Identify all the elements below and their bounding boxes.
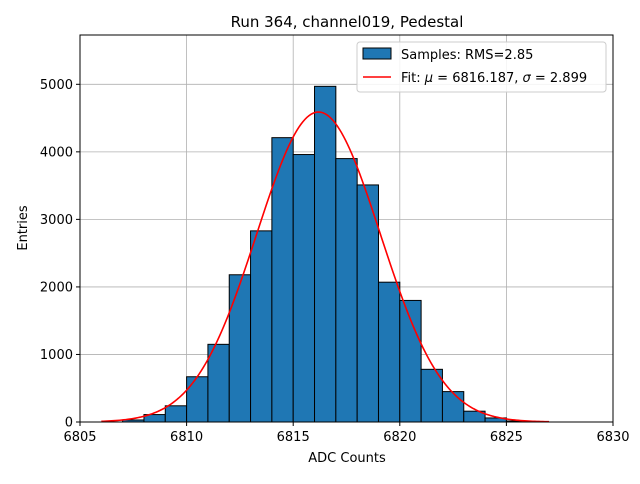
histogram-bar (207, 343, 230, 423)
y-tick-label: 1000 (40, 348, 73, 363)
legend: Samples: RMS=2.85 Fit: μ = 6816.187, σ =… (356, 41, 607, 93)
legend-bar-swatch (362, 47, 392, 60)
plot-frame (79, 34, 614, 423)
histogram-bar (250, 230, 273, 423)
histogram-bars (122, 85, 529, 423)
legend-fit-mu-symbol: μ (424, 71, 433, 86)
legend-samples-label: Samples: RMS=2.85 (401, 48, 533, 63)
y-tick-label: 2000 (40, 280, 73, 295)
x-tick-label: 6815 (277, 430, 310, 445)
x-tick-label: 6830 (596, 430, 629, 445)
histogram-bar (314, 85, 337, 423)
legend-fit-sigma-symbol: σ (523, 71, 532, 86)
legend-box (356, 41, 607, 93)
x-axis-ticks: 6805 6810 6815 6820 6825 6830 (63, 422, 630, 445)
chart-title: Run 364, channel019, Pedestal (231, 13, 464, 31)
y-tick-label: 0 (65, 416, 73, 431)
x-axis-label: ADC Counts (308, 451, 386, 466)
histogram-bar (292, 154, 316, 423)
histogram-bar (377, 281, 401, 423)
y-tick-label: 3000 (40, 213, 73, 228)
y-axis-ticks: 0 1000 2000 3000 4000 5000 (40, 78, 80, 431)
legend-fit-mu-value: = 6816.187, (433, 71, 522, 86)
y-tick-label: 5000 (40, 78, 73, 93)
x-tick-label: 6805 (63, 430, 96, 445)
x-tick-label: 6825 (490, 430, 523, 445)
histogram-bar (441, 391, 465, 423)
y-axis-label: Entries (16, 205, 31, 251)
histogram-bar (186, 376, 209, 423)
gaussian-fit-line (101, 111, 550, 423)
histogram-bar (164, 405, 188, 423)
legend-fit-sigma-value: = 2.899 (531, 71, 587, 86)
legend-fit-prefix: Fit: (401, 71, 425, 86)
histogram-bar (335, 158, 358, 423)
x-tick-label: 6810 (170, 430, 203, 445)
histogram-bar (228, 274, 252, 423)
y-tick-label: 4000 (40, 145, 73, 160)
legend-fit-label: Fit: μ = 6816.187, σ = 2.899 (401, 71, 587, 86)
x-tick-label: 6820 (383, 430, 416, 445)
